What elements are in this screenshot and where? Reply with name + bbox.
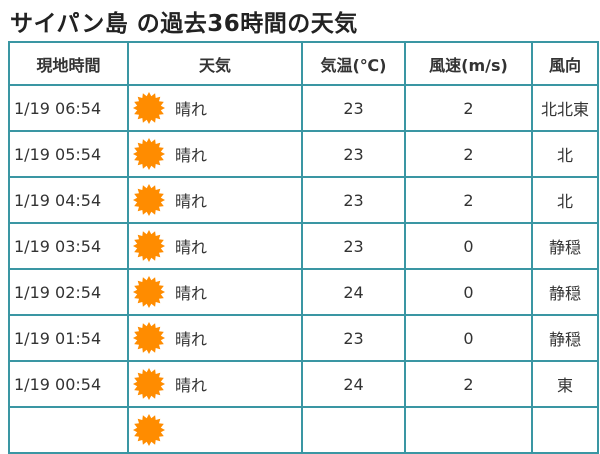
wind-speed: 2: [404, 84, 533, 132]
header-local-time: 現地時間: [8, 41, 129, 86]
weather-label: 晴れ: [175, 330, 208, 349]
weather-cell: 晴れ: [127, 268, 303, 316]
table-row: 1/19 05:54 晴れ 23 2 北: [8, 130, 599, 178]
weather-cell: 晴れ: [127, 314, 303, 362]
weather-cell: 晴れ: [127, 360, 303, 408]
table-row: 1/19 03:54 晴れ 23 0 静穏: [8, 222, 599, 270]
wind-speed: [404, 406, 533, 454]
sun-icon: [133, 322, 165, 354]
header-wind-direction: 風向: [531, 41, 599, 86]
weather-cell: 晴れ: [127, 84, 303, 132]
temperature: 23: [301, 84, 406, 132]
temperature: 23: [301, 130, 406, 178]
temperature: [301, 406, 406, 454]
header-wind-speed: 風速(m/s): [404, 41, 533, 86]
temperature: 23: [301, 222, 406, 270]
table-row: 1/19 02:54 晴れ 24 0 静穏: [8, 268, 599, 316]
wind-direction: 東: [531, 360, 599, 408]
wind-direction: 北: [531, 176, 599, 224]
header-row: 現地時間 天気 気温(℃) 風速(m/s) 風向: [8, 41, 599, 86]
local-time: 1/19 02:54: [8, 268, 129, 316]
sun-icon: [133, 230, 165, 262]
local-time: 1/19 05:54: [8, 130, 129, 178]
weather-cell: 晴れ: [127, 130, 303, 178]
local-time: 1/19 03:54: [8, 222, 129, 270]
wind-direction: 静穏: [531, 222, 599, 270]
local-time: [8, 406, 129, 454]
weather-label: 晴れ: [175, 238, 208, 257]
weather-cell: 晴れ: [127, 176, 303, 224]
sun-icon: [133, 368, 165, 400]
wind-direction: 北: [531, 130, 599, 178]
sun-icon: [133, 92, 165, 124]
sun-icon: [133, 184, 165, 216]
page-title: サイパン島 の過去36時間の天気: [10, 11, 358, 37]
wind-direction: [531, 406, 599, 454]
wind-speed: 2: [404, 360, 533, 408]
temperature: 23: [301, 314, 406, 362]
table-row: 1/19 01:54 晴れ 23 0 静穏: [8, 314, 599, 362]
table-row: [8, 406, 599, 454]
wind-direction: 静穏: [531, 314, 599, 362]
wind-speed: 2: [404, 176, 533, 224]
header-weather: 天気: [127, 41, 303, 86]
table-row: 1/19 06:54 晴れ 23 2 北北東: [8, 84, 599, 132]
temperature: 24: [301, 360, 406, 408]
weather-label: 晴れ: [175, 192, 208, 211]
wind-speed: 0: [404, 222, 533, 270]
weather-label: 晴れ: [175, 146, 208, 165]
weather-label: 晴れ: [175, 376, 208, 395]
sun-icon: [133, 276, 165, 308]
wind-speed: 2: [404, 130, 533, 178]
local-time: 1/19 01:54: [8, 314, 129, 362]
local-time: 1/19 00:54: [8, 360, 129, 408]
temperature: 24: [301, 268, 406, 316]
sun-icon: [133, 414, 165, 446]
wind-speed: 0: [404, 268, 533, 316]
table-row: 1/19 00:54 晴れ 24 2 東: [8, 360, 599, 408]
wind-direction: 北北東: [531, 84, 599, 132]
weather-label: 晴れ: [175, 100, 208, 119]
local-time: 1/19 04:54: [8, 176, 129, 224]
weather-label: 晴れ: [175, 284, 208, 303]
header-temperature: 気温(℃): [301, 41, 406, 86]
weather-cell: 晴れ: [127, 222, 303, 270]
local-time: 1/19 06:54: [8, 84, 129, 132]
wind-direction: 静穏: [531, 268, 599, 316]
sun-icon: [133, 138, 165, 170]
temperature: 23: [301, 176, 406, 224]
weather-cell: [127, 406, 303, 454]
table-row: 1/19 04:54 晴れ 23 2 北: [8, 176, 599, 224]
weather-table: 現地時間 天気 気温(℃) 風速(m/s) 風向 1/19 06:54 晴れ 2…: [8, 41, 599, 454]
wind-speed: 0: [404, 314, 533, 362]
